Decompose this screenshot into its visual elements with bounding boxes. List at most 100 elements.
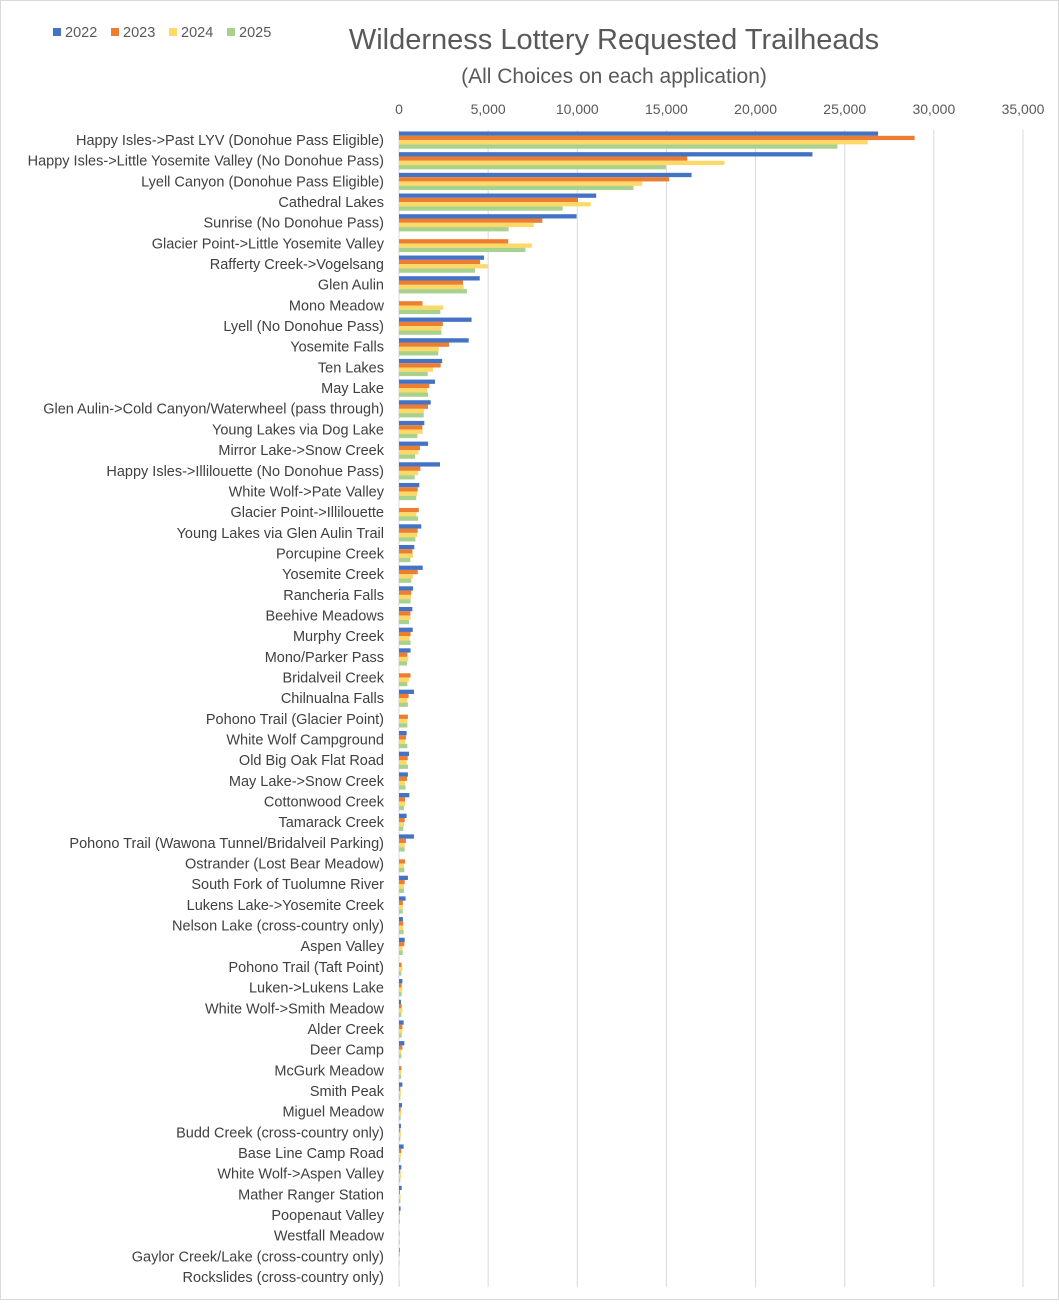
bar-2022 (399, 565, 423, 570)
bar-2022 (399, 1103, 403, 1108)
bar-2024 (399, 1173, 401, 1179)
bar-2023 (399, 673, 411, 678)
x-axis-ticks: 0 5,000 10,000 15,000 20,000 25,000 30,000 35,0… (395, 101, 1045, 117)
bar-2022 (399, 606, 413, 612)
bar-2023 (399, 363, 441, 368)
bar-2025 (399, 330, 442, 335)
bar-2023 (399, 942, 405, 947)
bar-2025 (399, 289, 467, 294)
bar-2024 (399, 553, 414, 558)
bar-2023 (399, 983, 402, 988)
bar-2022 (399, 482, 420, 488)
category-label: Old Big Oak Flat Road (239, 753, 384, 769)
bar-2025 (399, 764, 408, 769)
bar-2024 (399, 326, 442, 331)
bar-2025 (399, 557, 411, 563)
bar-2022 (399, 172, 692, 178)
chart-subtitle: (All Choices on each application) (461, 65, 767, 88)
bar-2025 (399, 991, 402, 997)
bar-2024 (399, 1029, 403, 1034)
category-label: Mather Ranger Station (238, 1187, 384, 1203)
x-tick-label: 25,000 (823, 101, 866, 117)
bar-2023 (399, 1231, 400, 1236)
bar-2022 (399, 1206, 401, 1211)
bar-2023 (399, 755, 408, 761)
bar-2025 (399, 805, 404, 811)
bar-2024 (399, 140, 868, 145)
bar-2023 (399, 1086, 401, 1092)
category-label: White Wolf->Smith Meadow (205, 1001, 385, 1017)
bar-2025 (399, 723, 408, 728)
bar-2022 (399, 214, 577, 219)
bar-2025 (399, 702, 408, 707)
bar-2024 (399, 884, 404, 889)
bar-2023 (399, 1107, 401, 1112)
bar-2025 (399, 268, 476, 273)
category-label: Yosemite Falls (290, 340, 384, 356)
bars (399, 131, 915, 1286)
bar-2024 (399, 760, 407, 765)
bar-2022 (399, 1247, 400, 1253)
bar-2025 (399, 971, 402, 976)
bar-2024 (399, 718, 408, 724)
bar-2022 (399, 544, 415, 550)
bar-2022 (399, 1123, 401, 1129)
bar-2023 (399, 859, 406, 864)
category-labels: Happy Isles->Past LYV (Donohue Pass Elig… (28, 133, 385, 1286)
category-label: McGurk Meadow (274, 1063, 384, 1079)
bar-2023 (399, 280, 464, 285)
category-label: Budd Creek (cross-country only) (176, 1125, 384, 1141)
bar-2022 (399, 1041, 405, 1046)
bar-2025 (399, 1074, 401, 1079)
legend-label-2024: 2024 (181, 25, 213, 41)
bar-2025 (399, 847, 405, 852)
bar-2023 (399, 1004, 402, 1009)
bar-2022 (399, 627, 413, 632)
bar-2024 (399, 1256, 400, 1261)
bar-2024 (399, 780, 406, 786)
category-label: Pohono Trail (Glacier Point) (206, 712, 384, 728)
bar-2022 (399, 193, 597, 198)
chart-title: Wilderness Lottery Requested Trailheads (349, 24, 879, 56)
x-tick-label: 0 (395, 101, 403, 117)
bar-2023 (399, 177, 670, 182)
bar-2024 (399, 512, 417, 517)
bar-2022 (399, 317, 472, 322)
bar-2025 (399, 599, 411, 604)
bar-2022 (399, 1082, 403, 1087)
bar-2023 (399, 569, 418, 575)
bar-2023 (399, 239, 509, 244)
bar-2023 (399, 301, 423, 306)
bar-2025 (399, 1033, 402, 1038)
bar-2023 (399, 156, 688, 161)
category-label: Happy Isles->Little Yosemite Valley (No … (28, 154, 384, 170)
bar-2023 (399, 404, 429, 409)
category-label: Porcupine Creek (276, 546, 385, 562)
bar-2022 (399, 462, 441, 467)
bar-2022 (399, 586, 414, 591)
bar-2025 (399, 227, 509, 232)
category-label: Pohono Trail (Taft Point) (228, 960, 384, 976)
bar-2025 (399, 371, 428, 377)
bar-2024 (399, 574, 414, 579)
bar-2023 (399, 487, 418, 492)
bar-2025 (399, 1281, 400, 1286)
category-label: Pohono Trail (Wawona Tunnel/Bridalveil P… (69, 836, 384, 852)
bar-2023 (399, 342, 450, 347)
bar-2024 (399, 946, 403, 951)
category-label: Mono Meadow (289, 298, 385, 314)
bar-2024 (399, 450, 419, 455)
bar-2024 (399, 1132, 401, 1137)
bar-2025 (399, 1157, 401, 1162)
category-label: Rockslides (cross-country only) (183, 1270, 384, 1286)
bar-2025 (399, 1136, 401, 1141)
bar-2024 (399, 1049, 402, 1054)
bar-2023 (399, 259, 481, 265)
bar-2022 (399, 917, 403, 922)
bar-2025 (399, 888, 404, 893)
bar-2022 (399, 358, 443, 364)
category-label: Nelson Lake (cross-country only) (172, 919, 384, 935)
bar-2023 (399, 1066, 402, 1071)
category-label: Westfall Meadow (274, 1229, 385, 1245)
bar-2024 (399, 346, 439, 352)
